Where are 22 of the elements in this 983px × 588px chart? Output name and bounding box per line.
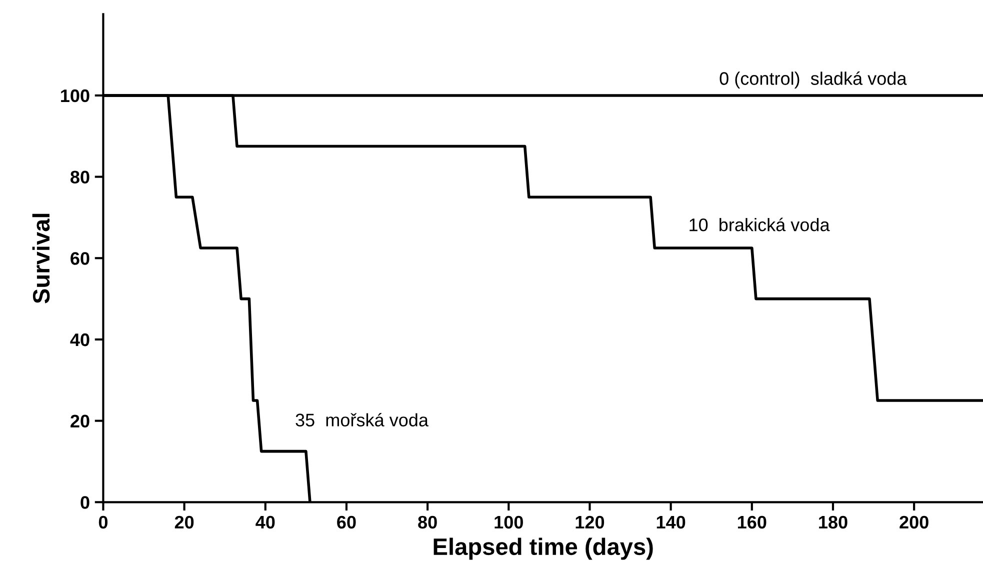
y-tick-label: 100 bbox=[61, 89, 90, 102]
y-tick-label: 0 bbox=[80, 496, 90, 509]
x-tick-label: 140 bbox=[656, 516, 686, 529]
x-tick-label: 40 bbox=[256, 516, 275, 529]
series-label: 35 mořská voda bbox=[296, 413, 428, 426]
x-tick-label: 200 bbox=[900, 516, 928, 529]
y-tick-label: 80 bbox=[70, 170, 90, 184]
x-tick-label: 120 bbox=[576, 516, 604, 529]
x-axis-title: Elapsed time (days) bbox=[434, 538, 653, 560]
x-tick-label: 80 bbox=[418, 516, 437, 529]
x-tick-label: 60 bbox=[337, 516, 356, 529]
x-tick-label: 20 bbox=[174, 516, 194, 529]
x-tick-label: 0 bbox=[98, 516, 108, 529]
series-label: 10 brakická voda bbox=[690, 218, 830, 232]
x-tick-label: 160 bbox=[738, 516, 766, 529]
y-tick-label: 40 bbox=[70, 333, 90, 346]
y-tick-label: 60 bbox=[70, 252, 90, 265]
x-tick-label: 180 bbox=[819, 516, 848, 529]
y-axis-title: Survival bbox=[32, 214, 50, 304]
y-tick-label: 20 bbox=[70, 414, 90, 428]
x-tick-label: 100 bbox=[494, 516, 523, 529]
series-label: 0 (control) sladká voda bbox=[720, 71, 907, 89]
